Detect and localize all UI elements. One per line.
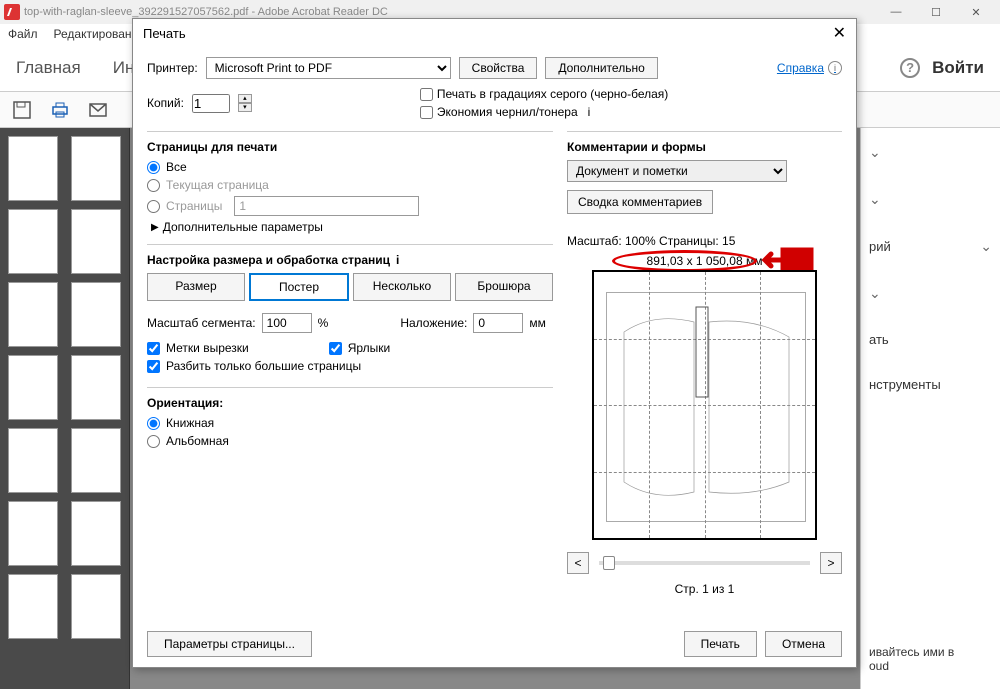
- radio-portrait[interactable]: [147, 417, 160, 430]
- thumbnail[interactable]: [71, 136, 121, 201]
- sizing-group-title: Настройка размера и обработка страниц: [147, 253, 390, 267]
- sizing-group: Настройка размера и обработка страниц i Р…: [147, 244, 553, 377]
- menu-file[interactable]: Файл: [8, 27, 38, 41]
- thumbnail[interactable]: [71, 501, 121, 566]
- cancel-button[interactable]: Отмена: [765, 631, 842, 657]
- maximize-button[interactable]: ☐: [916, 0, 956, 24]
- thumbnail[interactable]: [8, 574, 58, 639]
- email-icon[interactable]: [88, 100, 108, 120]
- comments-group-title: Комментарии и формы: [567, 140, 842, 154]
- tile-scale-input[interactable]: [262, 313, 312, 333]
- annotation-ellipse: [612, 250, 757, 272]
- copies-label: Копий:: [147, 96, 184, 110]
- summarize-button[interactable]: Сводка комментариев: [567, 190, 713, 214]
- dialog-titlebar: Печать ✕: [133, 19, 856, 47]
- thumbnail[interactable]: [71, 282, 121, 347]
- pages-group: Страницы для печати Все Текущая страница…: [147, 131, 553, 234]
- dialog-title: Печать: [143, 26, 186, 41]
- orientation-title: Ориентация:: [147, 396, 553, 410]
- thumbnail[interactable]: [8, 501, 58, 566]
- orientation-group: Ориентация: Книжная Альбомная: [147, 387, 553, 452]
- close-window-button[interactable]: ✕: [956, 0, 996, 24]
- printer-select[interactable]: Microsoft Print to PDF: [206, 57, 451, 79]
- dimensions-text: 891,03 x 1 050,08 мм: [567, 254, 842, 268]
- thumbnail[interactable]: [71, 209, 121, 274]
- ink-save-checkbox[interactable]: Экономия чернил/тонераi: [420, 105, 668, 119]
- panel-item[interactable]: рий⌄: [869, 238, 992, 255]
- radio-pages[interactable]: [147, 200, 160, 213]
- tile-large-checkbox[interactable]: Разбить только большие страницы: [147, 359, 553, 373]
- more-params-toggle[interactable]: ▶Дополнительные параметры: [151, 220, 553, 234]
- thumbnail[interactable]: [8, 282, 58, 347]
- help-link[interactable]: Справкаi: [777, 61, 842, 75]
- panel-item[interactable]: ⌄: [869, 144, 992, 161]
- labels-checkbox[interactable]: Ярлыки: [329, 341, 391, 355]
- thumbnail[interactable]: [71, 428, 121, 493]
- thumbnail[interactable]: [71, 574, 121, 639]
- print-dialog: Печать ✕ Принтер: Microsoft Print to PDF…: [132, 18, 857, 668]
- thumbnail[interactable]: [8, 209, 58, 274]
- window-title: top-with-raglan-sleeve_392291527057562.p…: [24, 6, 388, 18]
- thumbnail[interactable]: [8, 355, 58, 420]
- pages-group-title: Страницы для печати: [147, 140, 553, 154]
- close-icon[interactable]: ✕: [833, 23, 846, 43]
- panel-item[interactable]: ⌄: [869, 285, 992, 302]
- printer-label: Принтер:: [147, 61, 198, 75]
- panel-item[interactable]: ать: [869, 332, 992, 347]
- prev-page-button[interactable]: <: [567, 552, 589, 574]
- copies-input[interactable]: [192, 94, 230, 113]
- properties-button[interactable]: Свойства: [459, 57, 538, 79]
- print-icon[interactable]: [50, 100, 70, 120]
- overlap-label: Наложение:: [400, 316, 467, 330]
- cut-marks-checkbox[interactable]: Метки вырезки: [147, 341, 249, 355]
- print-preview: [592, 270, 817, 540]
- panel-item[interactable]: нструменты: [869, 377, 992, 392]
- grayscale-checkbox[interactable]: Печать в градациях серого (черно-белая): [420, 87, 668, 101]
- tab-home[interactable]: Главная: [0, 58, 97, 78]
- login-button[interactable]: Войти: [932, 58, 984, 78]
- advanced-button[interactable]: Дополнительно: [545, 57, 657, 79]
- share-text: ивайтесь ими в: [869, 645, 992, 659]
- page-indicator: Стр. 1 из 1: [567, 582, 842, 596]
- comments-select[interactable]: Документ и пометки: [567, 160, 787, 182]
- info-icon: i: [396, 253, 399, 267]
- info-icon: i: [588, 105, 591, 119]
- pages-input[interactable]: [234, 196, 419, 216]
- multiple-tab[interactable]: Несколько: [353, 273, 451, 301]
- poster-tab[interactable]: Постер: [249, 273, 349, 301]
- page-slider[interactable]: [599, 561, 810, 565]
- radio-all[interactable]: [147, 161, 160, 174]
- info-icon: i: [828, 61, 842, 75]
- panel-item[interactable]: ⌄: [869, 191, 992, 208]
- right-panel: ⌄ ⌄ рий⌄ ⌄ ать нструменты ивайтесь ими в…: [860, 128, 1000, 689]
- print-button[interactable]: Печать: [684, 631, 757, 657]
- booklet-tab[interactable]: Брошюра: [455, 273, 553, 301]
- minimize-button[interactable]: —: [876, 0, 916, 24]
- share-text: oud: [869, 659, 992, 673]
- size-tab[interactable]: Размер: [147, 273, 245, 301]
- overlap-input[interactable]: [473, 313, 523, 333]
- app-icon: [4, 4, 20, 20]
- thumbnail[interactable]: [8, 136, 58, 201]
- next-page-button[interactable]: >: [820, 552, 842, 574]
- save-icon[interactable]: [12, 100, 32, 120]
- copies-spinner[interactable]: ▴▾: [238, 94, 252, 112]
- radio-current[interactable]: [147, 179, 160, 192]
- tile-scale-label: Масштаб сегмента:: [147, 316, 256, 330]
- page-setup-button[interactable]: Параметры страницы...: [147, 631, 312, 657]
- help-icon[interactable]: ?: [900, 58, 920, 78]
- thumbnail-pane: [0, 128, 130, 689]
- radio-landscape[interactable]: [147, 435, 160, 448]
- thumbnail[interactable]: [8, 428, 58, 493]
- thumbnail[interactable]: [71, 355, 121, 420]
